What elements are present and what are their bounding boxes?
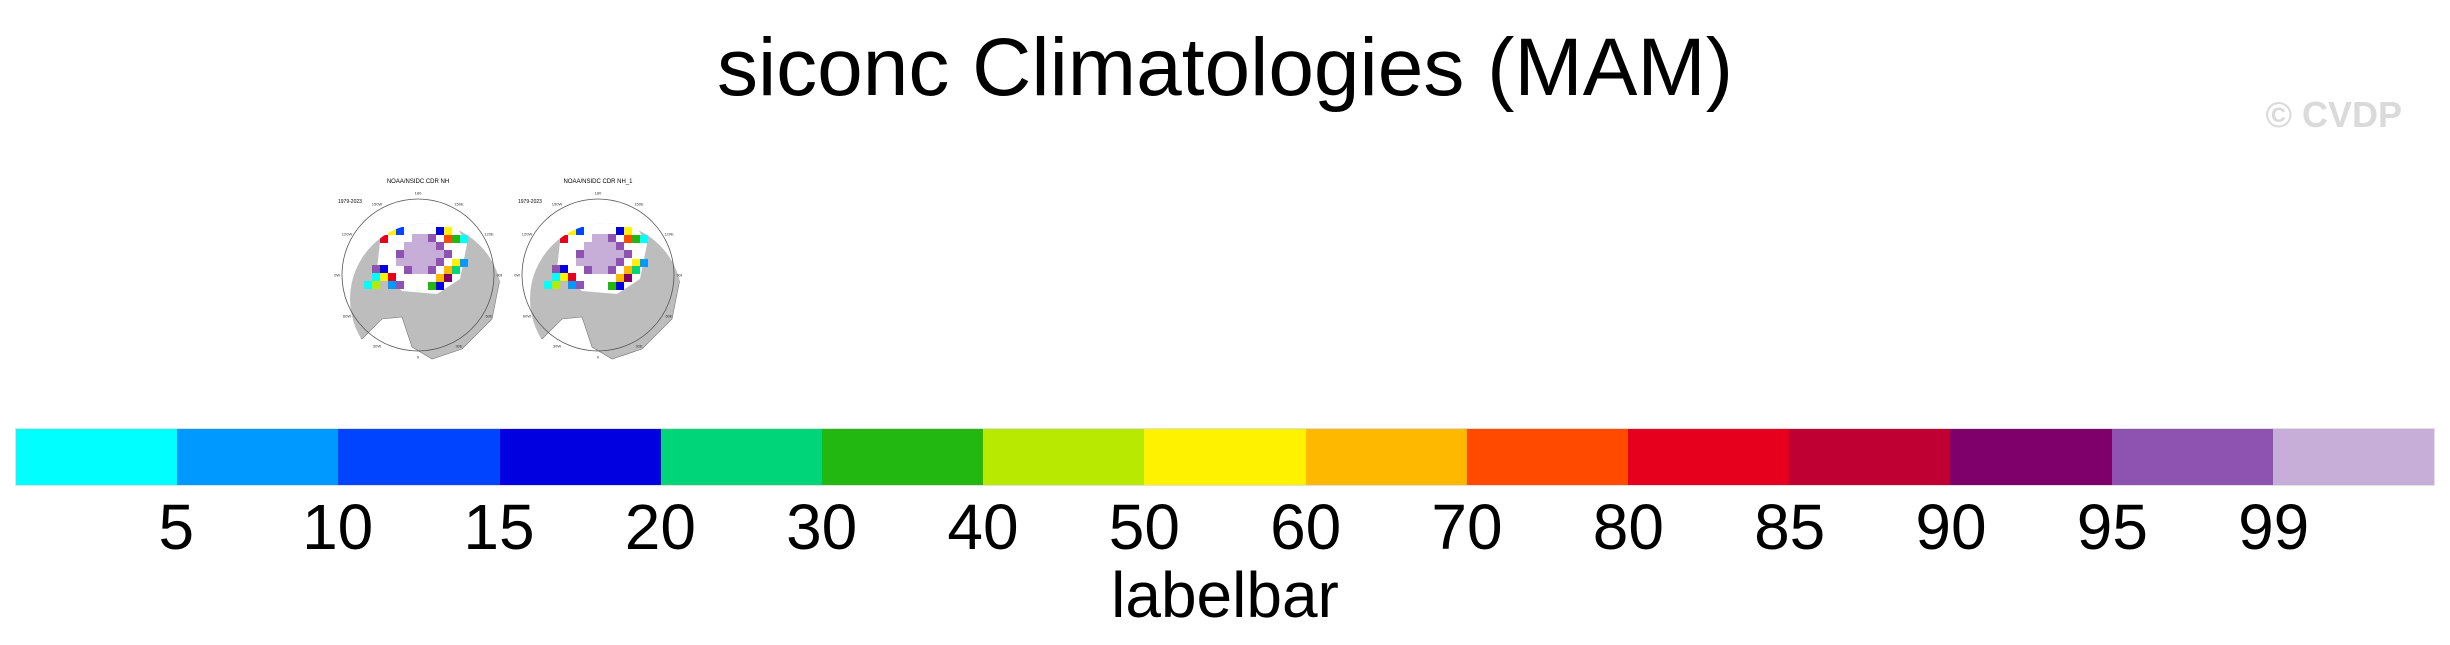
colorbar-swatch (2111, 429, 2273, 485)
longitude-label: 150W (372, 202, 383, 207)
colorbar-tick-label: 5 (158, 491, 195, 563)
colorbar-swatch (16, 429, 178, 485)
colorbar-swatch (983, 429, 1145, 485)
colorbar-tick-label: 90 (1915, 491, 1987, 563)
longitude-label: 30W (553, 344, 561, 349)
colorbar-tick-label: 15 (463, 491, 535, 563)
colorbar-tick-label: 50 (1108, 491, 1180, 563)
longitude-label: 150E (634, 202, 644, 207)
colorbar (15, 428, 2435, 486)
map-panel: NOAA/NSIDC CDR NH 1979-2023 180 150E 120E 90E… (334, 175, 502, 365)
colorbar-swatch (1628, 429, 1790, 485)
colorbar-swatch (177, 429, 339, 485)
figure-title: siconc Climatologies (MAM) (716, 22, 1734, 113)
longitude-label: 120E (664, 232, 674, 237)
longitude-label: 0 (597, 355, 600, 360)
colorbar-tick-label: 10 (302, 491, 374, 563)
colorbar-tick-label: 20 (624, 491, 696, 563)
colorbar-label: labelbar (1111, 559, 1339, 631)
colorbar-ticks: 5 10 15 20 30 40 50 60 70 80 85 90 95 99 (15, 492, 2435, 562)
longitude-label: 180 (415, 191, 422, 196)
colorbar-swatch (822, 429, 984, 485)
map-title: NOAA/NSIDC CDR NH (387, 179, 449, 185)
longitude-label: 0 (417, 355, 420, 360)
colorbar-swatch (499, 429, 661, 485)
colorbar-swatch (1305, 429, 1467, 485)
longitude-label: 150E (454, 202, 464, 207)
longitude-label: 60W (343, 314, 351, 319)
colorbar-swatch (1466, 429, 1629, 485)
colorbar-swatch (338, 429, 500, 485)
colorbar-tick-label: 40 (947, 491, 1019, 563)
colorbar-tick-label: 60 (1270, 491, 1342, 563)
map-panel: NOAA/NSIDC CDR NH_1 1979-2023 180 150E 120E 9… (514, 175, 682, 365)
longitude-label: 30E (635, 344, 642, 349)
colorbar-tick-label: 30 (786, 491, 858, 563)
longitude-label: 60E (485, 314, 492, 319)
colorbar-swatch (1144, 429, 1306, 485)
longitude-label: 60W (523, 314, 531, 319)
colorbar-swatch (1789, 429, 1951, 485)
longitude-label: 120W (342, 232, 353, 237)
polar-map: NOAA/NSIDC CDR NH 1979-2023 180 150E 120E 90E… (334, 179, 502, 365)
longitude-label: 60E (665, 314, 672, 319)
longitude-label: 90E (676, 273, 682, 278)
longitude-label: 30E (455, 344, 462, 349)
colorbar-swatch (660, 429, 823, 485)
map-title: NOAA/NSIDC CDR NH_1 (563, 179, 633, 185)
colorbar-swatch (1950, 429, 2112, 485)
map-years: 1979-2023 (518, 199, 542, 205)
colorbar-swatch (2272, 429, 2435, 485)
colorbar-tick-label: 70 (1431, 491, 1503, 563)
colorbar-tick-label: 95 (2076, 491, 2148, 563)
longitude-label: 120W (522, 232, 533, 237)
longitude-label: 180 (595, 191, 602, 196)
polar-map: NOAA/NSIDC CDR NH_1 1979-2023 180 150E 120E 9… (514, 179, 682, 365)
map-years: 1979-2023 (338, 199, 362, 205)
longitude-label: 150W (552, 202, 563, 207)
copyright-watermark: © CVDP (2265, 94, 2402, 135)
longitude-label: 90W (514, 273, 520, 278)
longitude-label: 90E (496, 273, 502, 278)
colorbar-tick-label: 99 (2238, 491, 2310, 563)
longitude-label: 90W (334, 273, 340, 278)
colorbar-tick-label: 80 (1592, 491, 1664, 563)
longitude-label: 120E (484, 232, 494, 237)
colorbar-tick-label: 85 (1754, 491, 1826, 563)
longitude-label: 30W (373, 344, 381, 349)
